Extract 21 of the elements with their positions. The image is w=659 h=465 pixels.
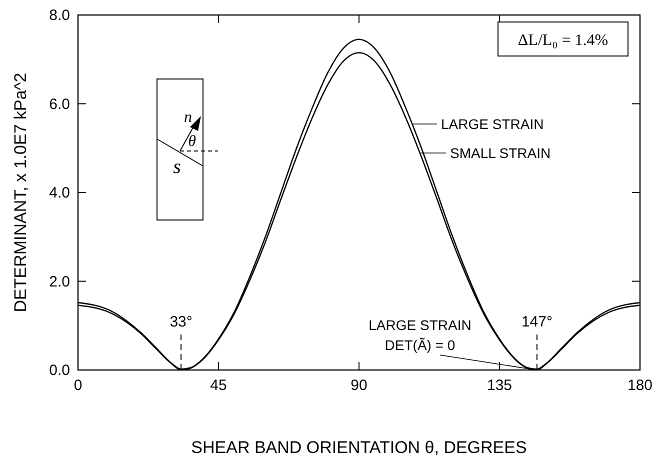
annotation: θ	[188, 133, 196, 150]
x-tick-label: 0	[74, 377, 82, 394]
x-tick-label: 45	[210, 377, 227, 394]
legend-label: LARGE STRAIN	[441, 116, 544, 132]
annotation: ΔL/L₀ = 1.4%	[518, 32, 608, 49]
legend-label: SMALL STRAIN	[450, 145, 551, 161]
y-tick-label: 0.0	[49, 362, 70, 379]
annotation: n	[184, 109, 192, 126]
annotation: LARGE STRAIN DET(Ã) = 0	[368, 317, 472, 353]
y-tick-label: 6.0	[49, 96, 70, 113]
x-axis-title: SHEAR BAND ORIENTATION θ, DEGREES	[191, 438, 527, 457]
y-tick-label: 8.0	[49, 7, 70, 24]
ref-line-label: 147°	[521, 314, 552, 330]
y-axis-title: DETERMINANT, x 1.0E7 kPa^2	[11, 72, 30, 312]
y-tick-label: 4.0	[49, 184, 70, 202]
ref-line-label: 33°	[170, 314, 192, 330]
x-tick-label: 180	[627, 377, 653, 394]
x-tick-label: 135	[486, 377, 512, 394]
x-tick-label: 90	[350, 377, 368, 394]
annotation: s	[173, 156, 182, 178]
y-tick-label: 2.0	[49, 273, 70, 290]
